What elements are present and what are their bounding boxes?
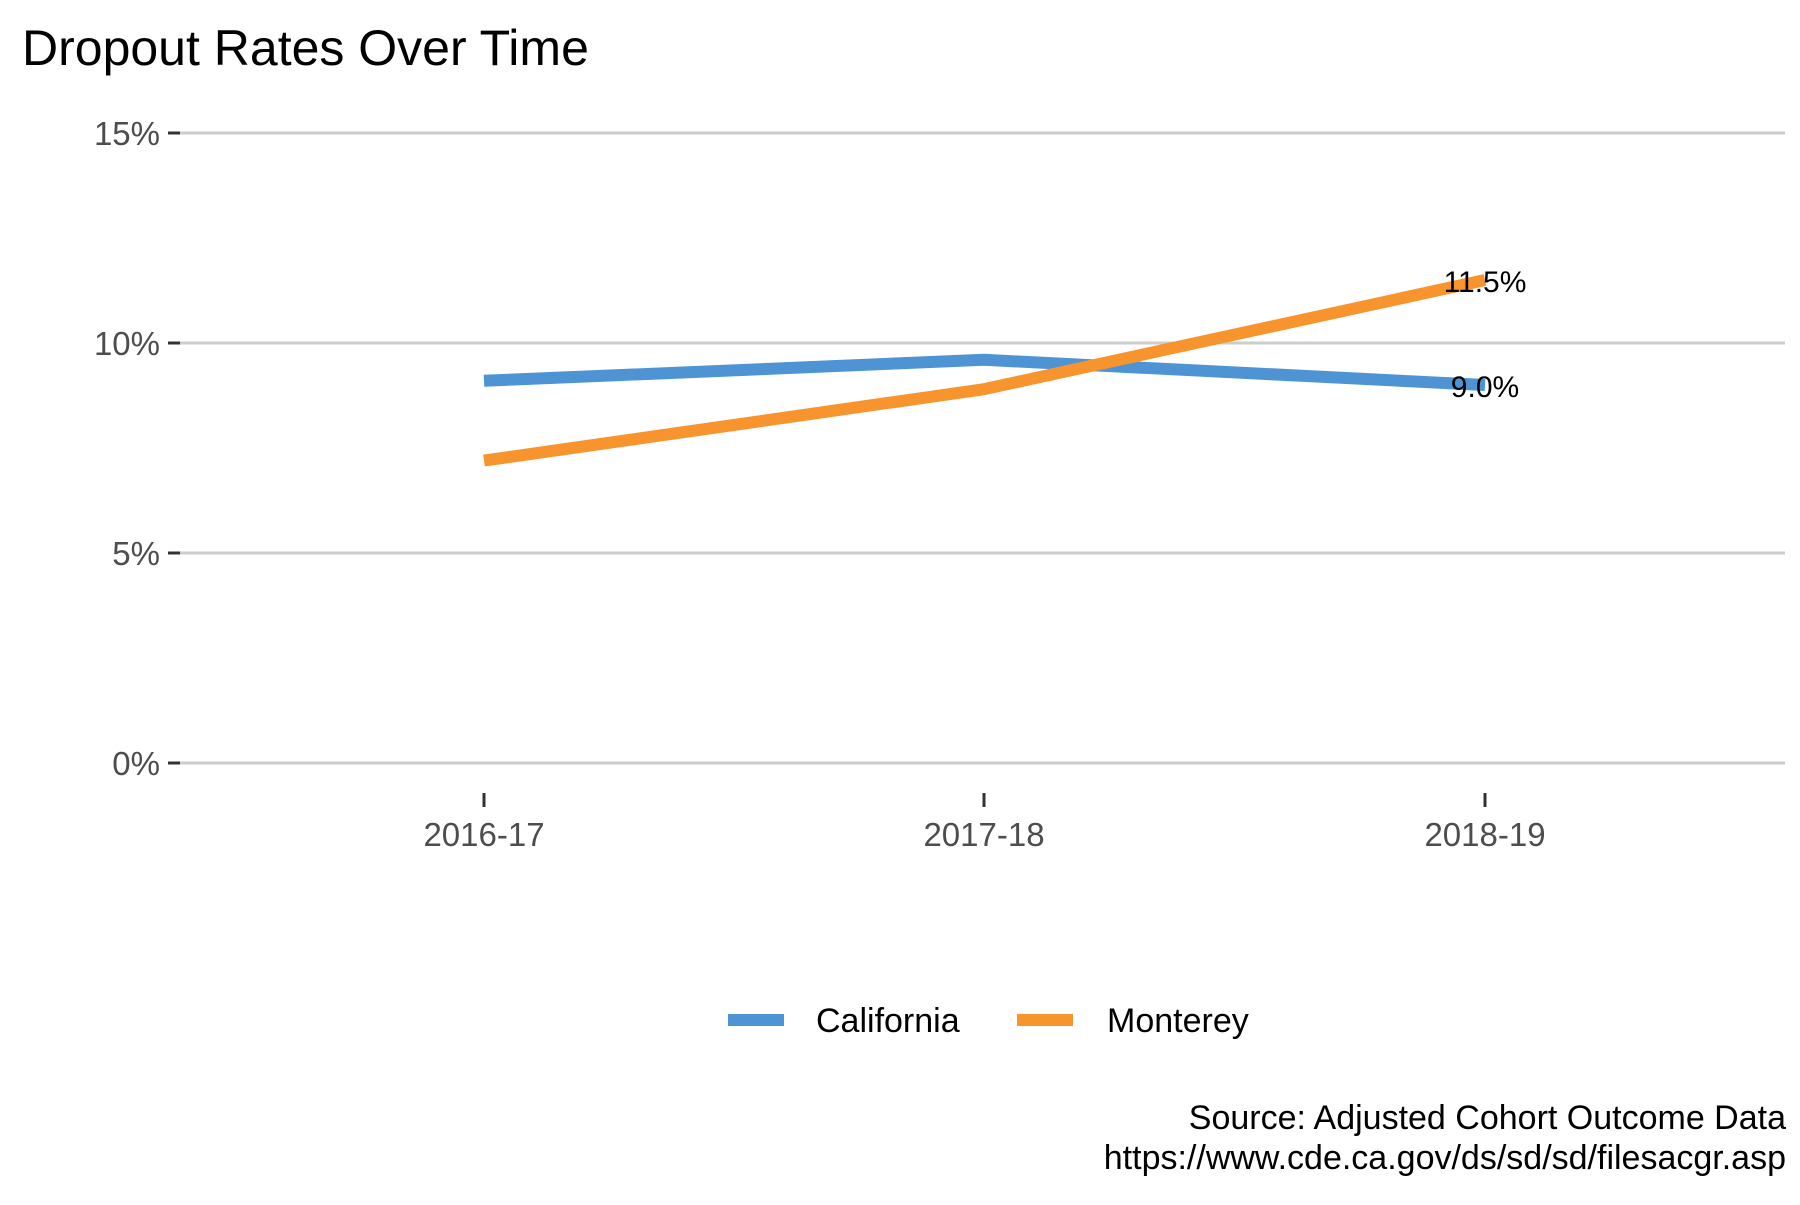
legend-label-monterey: Monterey xyxy=(1107,1002,1249,1040)
x-tick-label: 2017-18 xyxy=(923,816,1044,853)
x-tick-label: 2016-17 xyxy=(423,816,544,853)
y-tick-label: 15% xyxy=(94,115,160,152)
chart-caption: Source: Adjusted Cohort Outcome Data htt… xyxy=(1104,1098,1786,1178)
data-label-layer: 9.0% 11.5% xyxy=(1444,266,1527,404)
x-tick-label: 2018-19 xyxy=(1424,816,1545,853)
data-label-monterey: 11.5% xyxy=(1444,266,1527,299)
y-tick-label: 0% xyxy=(112,745,160,782)
chart-title: Dropout Rates Over Time xyxy=(22,20,589,76)
y-tick-label: 10% xyxy=(94,325,160,362)
caption-source: Source: Adjusted Cohort Outcome Data xyxy=(1188,1099,1786,1137)
data-label-california: 9.0% xyxy=(1451,371,1519,404)
y-tick-label: 5% xyxy=(112,535,160,572)
grid-layer xyxy=(176,131,1785,765)
series-layer xyxy=(483,274,1487,467)
legend: California Monterey xyxy=(728,1002,1249,1040)
axis-layer: 0% 5% 10% 15% 2016-17 2017-18 2018-19 xyxy=(94,115,1546,853)
series-line-california xyxy=(483,353,1486,391)
caption-url: https://www.cde.ca.gov/ds/sd/sd/filesacg… xyxy=(1103,1139,1786,1177)
series-line-monterey xyxy=(483,274,1487,467)
legend-label-california: California xyxy=(816,1002,960,1040)
